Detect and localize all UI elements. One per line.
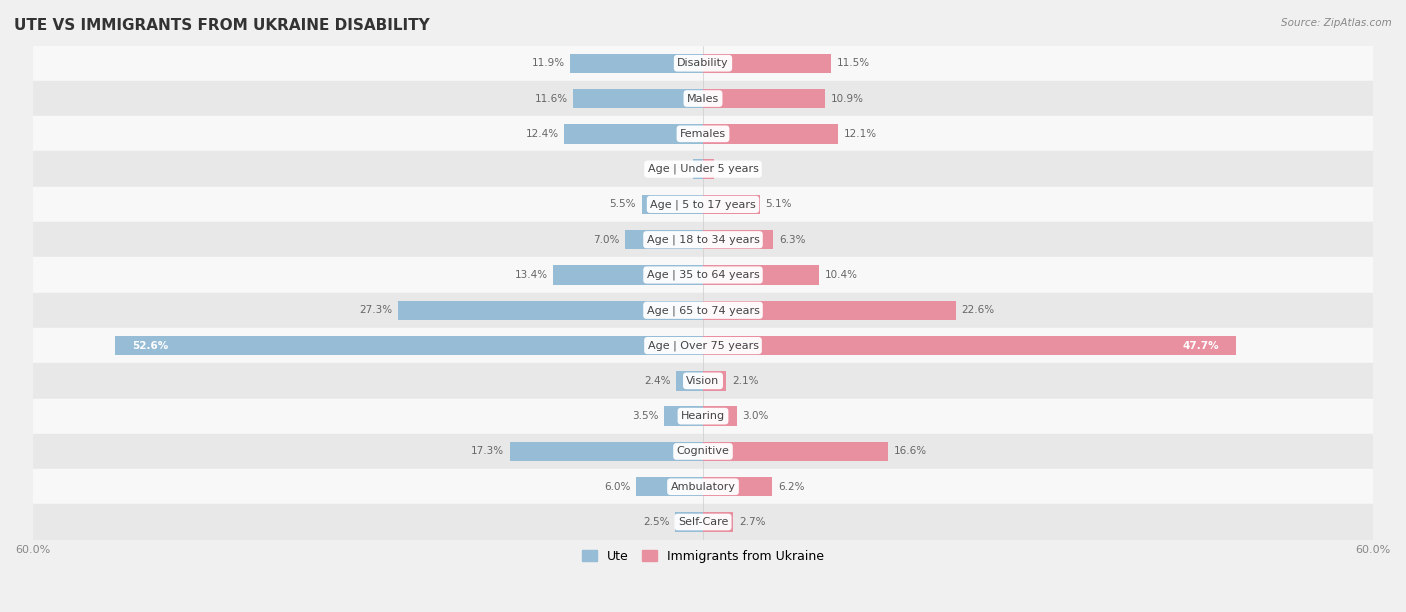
Legend: Ute, Immigrants from Ukraine: Ute, Immigrants from Ukraine (578, 545, 828, 568)
Text: 3.0%: 3.0% (742, 411, 769, 421)
Bar (554, 265, 703, 285)
Bar (32, 434, 1374, 469)
Text: Age | Over 75 years: Age | Over 75 years (648, 340, 758, 351)
Text: 5.1%: 5.1% (766, 200, 792, 209)
Bar (32, 469, 1374, 504)
Bar (564, 124, 703, 144)
Text: 16.6%: 16.6% (894, 446, 927, 457)
Bar (703, 512, 733, 532)
Text: 11.9%: 11.9% (531, 58, 564, 69)
Text: Females: Females (681, 129, 725, 139)
Text: Age | 65 to 74 years: Age | 65 to 74 years (647, 305, 759, 316)
Bar (703, 336, 1236, 356)
Text: 52.6%: 52.6% (132, 340, 169, 351)
Text: 7.0%: 7.0% (593, 234, 619, 245)
Text: 2.4%: 2.4% (644, 376, 671, 386)
Bar (32, 293, 1374, 328)
Text: 10.9%: 10.9% (831, 94, 863, 103)
Bar (703, 442, 889, 461)
Bar (398, 300, 703, 320)
Bar (32, 257, 1374, 293)
Text: 6.2%: 6.2% (778, 482, 804, 491)
Bar (569, 53, 703, 73)
Bar (32, 363, 1374, 398)
Text: 2.7%: 2.7% (738, 517, 765, 527)
Text: 22.6%: 22.6% (962, 305, 994, 315)
Bar (574, 89, 703, 108)
Bar (115, 336, 703, 356)
Bar (703, 477, 772, 496)
Text: Self-Care: Self-Care (678, 517, 728, 527)
Text: Hearing: Hearing (681, 411, 725, 421)
Text: 47.7%: 47.7% (1182, 340, 1219, 351)
Bar (664, 406, 703, 426)
Bar (32, 504, 1374, 540)
Text: Males: Males (688, 94, 718, 103)
Bar (703, 159, 714, 179)
Bar (32, 46, 1374, 81)
Text: Disability: Disability (678, 58, 728, 69)
Text: 11.6%: 11.6% (534, 94, 568, 103)
Bar (703, 265, 820, 285)
Bar (636, 477, 703, 496)
Bar (703, 89, 825, 108)
Bar (32, 152, 1374, 187)
Bar (32, 222, 1374, 257)
Text: Vision: Vision (686, 376, 720, 386)
Bar (675, 512, 703, 532)
Text: 0.86%: 0.86% (655, 164, 688, 174)
Bar (703, 406, 737, 426)
Text: Ambulatory: Ambulatory (671, 482, 735, 491)
Bar (641, 195, 703, 214)
Text: 12.1%: 12.1% (844, 129, 877, 139)
Bar (703, 230, 773, 250)
Text: 6.3%: 6.3% (779, 234, 806, 245)
Text: 13.4%: 13.4% (515, 270, 548, 280)
Bar (32, 187, 1374, 222)
Bar (676, 371, 703, 390)
Text: 17.3%: 17.3% (471, 446, 505, 457)
Text: 12.4%: 12.4% (526, 129, 558, 139)
Text: Age | 5 to 17 years: Age | 5 to 17 years (650, 199, 756, 210)
Bar (703, 195, 761, 214)
Bar (693, 159, 703, 179)
Bar (32, 81, 1374, 116)
Bar (32, 328, 1374, 363)
Text: 2.1%: 2.1% (733, 376, 759, 386)
Text: UTE VS IMMIGRANTS FROM UKRAINE DISABILITY: UTE VS IMMIGRANTS FROM UKRAINE DISABILIT… (14, 18, 430, 34)
Bar (624, 230, 703, 250)
Bar (510, 442, 703, 461)
Text: 3.5%: 3.5% (631, 411, 658, 421)
Text: Cognitive: Cognitive (676, 446, 730, 457)
Text: 1.0%: 1.0% (720, 164, 747, 174)
Text: 27.3%: 27.3% (360, 305, 392, 315)
Bar (703, 300, 956, 320)
Bar (32, 116, 1374, 152)
Text: 10.4%: 10.4% (825, 270, 858, 280)
Text: 6.0%: 6.0% (605, 482, 630, 491)
Text: 2.5%: 2.5% (643, 517, 669, 527)
Text: 5.5%: 5.5% (609, 200, 636, 209)
Text: 11.5%: 11.5% (837, 58, 870, 69)
Text: Source: ZipAtlas.com: Source: ZipAtlas.com (1281, 18, 1392, 28)
Bar (703, 371, 727, 390)
Bar (703, 124, 838, 144)
Text: Age | Under 5 years: Age | Under 5 years (648, 164, 758, 174)
Bar (32, 398, 1374, 434)
Bar (703, 53, 831, 73)
Text: Age | 35 to 64 years: Age | 35 to 64 years (647, 270, 759, 280)
Text: Age | 18 to 34 years: Age | 18 to 34 years (647, 234, 759, 245)
